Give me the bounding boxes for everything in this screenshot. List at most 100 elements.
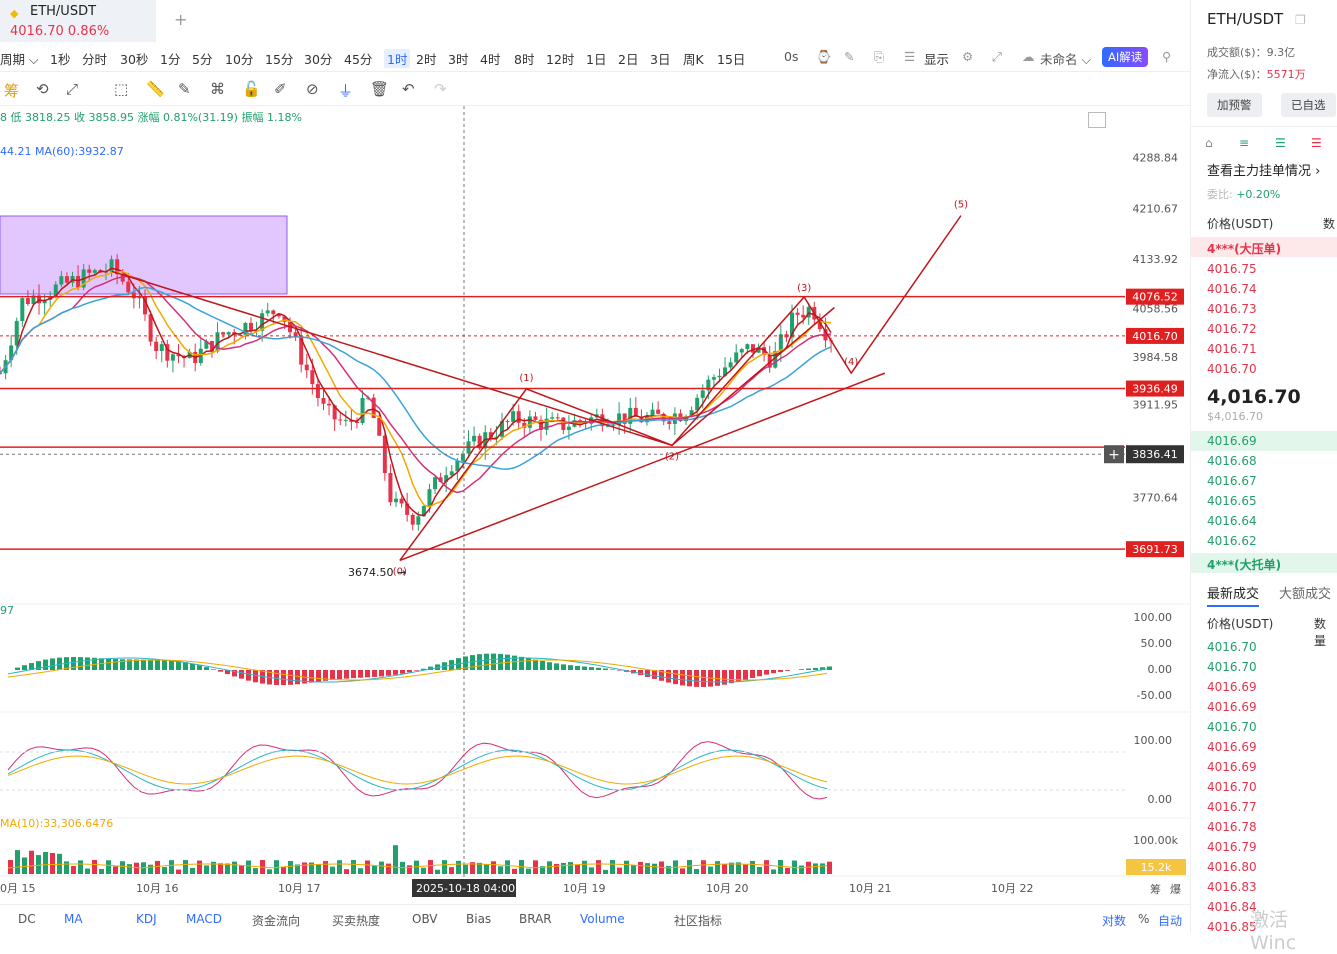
period-2[interactable]: 分时 <box>82 49 107 68</box>
ai-analyze-button[interactable]: AI解读 <box>1102 47 1148 67</box>
period-1[interactable]: 1秒 <box>50 49 70 68</box>
draw-icon[interactable]: ✎ <box>844 49 854 64</box>
bid-row[interactable]: 4016.69 <box>1207 434 1257 448</box>
bottom-right-2[interactable]: 自动 <box>1158 912 1182 929</box>
ask-row[interactable]: 4016.71 <box>1207 342 1257 356</box>
period-12[interactable]: 3时 <box>448 49 468 68</box>
bid-row[interactable]: 4016.68 <box>1207 454 1257 468</box>
pen-icon[interactable]: ✎ <box>178 80 191 98</box>
cloud-icon[interactable]: ☁ <box>1022 49 1035 64</box>
orderbook-view-icon[interactable]: ⌂ <box>1205 136 1213 150</box>
redo-icon[interactable]: ↷ <box>434 80 447 98</box>
ruler-icon[interactable]: 📏 <box>146 80 165 98</box>
ask-row[interactable]: 4016.73 <box>1207 302 1257 316</box>
indicator-tab-dc[interactable]: DC <box>18 912 36 926</box>
period-15[interactable]: 12时 <box>546 49 574 68</box>
settings-icon[interactable]: ⚙ <box>962 49 973 64</box>
line-tool-icon[interactable]: ⤢ <box>66 80 78 98</box>
trash-icon[interactable]: 🗑 <box>370 80 389 98</box>
indicator-tab-社区指标[interactable]: 社区指标 <box>674 912 722 929</box>
period-9[interactable]: 45分 <box>344 49 372 68</box>
indicator-tab-volume[interactable]: Volume <box>580 912 625 926</box>
lock-icon[interactable]: 🔓 <box>242 80 261 98</box>
tab-eth-usdt[interactable]: ◆ ETH/USDT 4016.70 0.86% <box>0 0 156 42</box>
candlestick-chart[interactable]: (0)(1)(2)(3)(4)(5)3674.50 →4288.844210.6… <box>0 106 1190 904</box>
period-17[interactable]: 2日 <box>618 49 638 68</box>
bottom-right-1[interactable]: % <box>1138 912 1149 926</box>
bid-row[interactable]: 4016.64 <box>1207 514 1257 528</box>
edit-icon[interactable]: ✐ <box>274 80 287 98</box>
toolbar-extra-0[interactable]: 0s <box>784 49 798 64</box>
add-tab-icon[interactable]: + <box>174 10 187 29</box>
magnet-icon[interactable]: ⌘ <box>210 80 225 98</box>
volume-bar <box>372 866 377 874</box>
orderbook-bids-icon[interactable]: ☰ <box>1275 136 1286 150</box>
period-10[interactable]: 1时 <box>384 49 410 68</box>
period-11[interactable]: 2时 <box>416 49 436 68</box>
indicator-tab-obv[interactable]: OBV <box>412 912 438 926</box>
share-icon[interactable]: ⚲ <box>1162 49 1171 64</box>
period-7[interactable]: 15分 <box>265 49 293 68</box>
macd-bar <box>204 667 209 670</box>
indicator-tab-brar[interactable]: BRAR <box>519 912 552 926</box>
indicator-tab-资金流向[interactable]: 资金流向 <box>252 912 300 929</box>
draw-tool-icon[interactable]: ⟲ <box>36 80 49 98</box>
filter-icon[interactable]: ⏚ <box>338 80 353 101</box>
camera-icon[interactable]: ⌚ <box>816 49 832 65</box>
macd-bar <box>176 661 181 670</box>
candle-body <box>76 276 80 287</box>
range-box <box>0 216 287 294</box>
bid-row[interactable]: 4016.67 <box>1207 474 1257 488</box>
ask-row[interactable]: 4016.75 <box>1207 262 1257 276</box>
period-5[interactable]: 5分 <box>192 49 212 68</box>
view-main-orders-link[interactable]: 查看主力挂单情况 › <box>1207 160 1320 179</box>
ask-row[interactable]: 4016.74 <box>1207 282 1257 296</box>
orderbook-asks-icon[interactable]: ☰ <box>1311 136 1322 150</box>
period-3[interactable]: 30秒 <box>120 49 148 68</box>
display-icon[interactable]: ☰ <box>904 49 915 64</box>
tab-big-trades[interactable]: 大额成交 <box>1279 583 1331 602</box>
cursor-tool-icon[interactable]: ⬚ <box>114 80 128 98</box>
bottom-right-0[interactable]: 对数 <box>1102 912 1126 929</box>
volume-bar <box>92 860 97 874</box>
chip-icon[interactable]: 筹 <box>4 80 19 101</box>
bid-row[interactable]: 4016.65 <box>1207 494 1257 508</box>
period-4[interactable]: 1分 <box>160 49 180 68</box>
period-19[interactable]: 周K <box>683 49 704 68</box>
macd-bar <box>365 670 370 677</box>
copy-icon[interactable]: ❐ <box>1295 13 1306 27</box>
indicator-tab-买卖热度[interactable]: 买卖热度 <box>332 912 380 929</box>
macd-bar <box>540 661 545 670</box>
last-price-usd: $4,016.70 <box>1207 410 1263 423</box>
period-6[interactable]: 10分 <box>225 49 253 68</box>
tab-latest-trades[interactable]: 最新成交 <box>1207 583 1259 607</box>
indicator-tab-bias[interactable]: Bias <box>466 912 491 926</box>
favorite-button[interactable]: 已自选 <box>1281 93 1336 117</box>
toolbar-extra-1[interactable]: 显示 <box>924 49 949 68</box>
ask-row[interactable]: 4016.70 <box>1207 362 1257 376</box>
period-20[interactable]: 15日 <box>717 49 745 68</box>
undo-icon[interactable]: ↶ <box>402 80 415 98</box>
eraser-icon[interactable]: ⊘ <box>306 80 319 98</box>
indicator-tab-ma[interactable]: MA <box>64 912 83 926</box>
volume-bar <box>680 868 685 874</box>
period-16[interactable]: 1日 <box>586 49 606 68</box>
indicator-tab-macd[interactable]: MACD <box>186 912 222 926</box>
ask-row[interactable]: 4016.72 <box>1207 322 1257 336</box>
toolbar-extra-2[interactable]: 未命名 ⌵ <box>1040 49 1091 68</box>
volume-bar <box>393 845 398 874</box>
period-13[interactable]: 4时 <box>480 49 500 68</box>
add-alert-button[interactable]: 加预警 <box>1207 93 1262 117</box>
expand-icon[interactable]: ⤢ <box>992 49 1002 65</box>
alert-icon[interactable]: ⎘ <box>874 49 884 65</box>
bid-row[interactable]: 4016.62 <box>1207 534 1257 548</box>
indicator-tab-kdj[interactable]: KDJ <box>136 912 157 926</box>
price-axis-tick: 4210.67 <box>1133 203 1179 216</box>
period-14[interactable]: 8时 <box>514 49 534 68</box>
period-18[interactable]: 3日 <box>650 49 670 68</box>
period-0[interactable]: 周期 ⌵ <box>0 49 38 68</box>
orderbook-both-icon[interactable]: ≡ <box>1239 136 1249 150</box>
period-8[interactable]: 30分 <box>304 49 332 68</box>
candle-body <box>361 398 365 423</box>
trade-row: 4016.69 <box>1207 680 1257 694</box>
